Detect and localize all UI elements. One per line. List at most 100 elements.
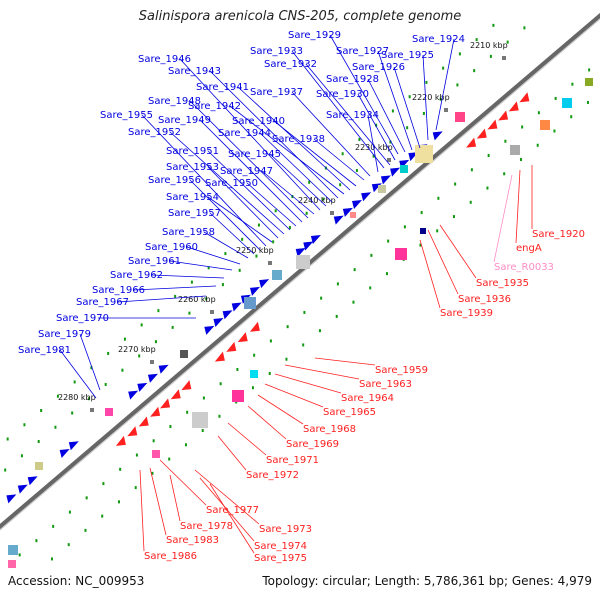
reverse-gene-arrow	[498, 110, 509, 121]
kbp-label: 2250 kbp	[236, 246, 274, 255]
tick-dot	[67, 543, 70, 547]
tick-row	[18, 68, 591, 557]
tick-dot	[235, 400, 238, 404]
tick-dot	[588, 68, 591, 72]
tick-dot	[135, 453, 138, 457]
forward-gene-label: Sare_1966	[92, 285, 145, 296]
forward-gene-label: Sare_1957	[168, 208, 221, 219]
forward-gene-label: Sare_1929	[288, 30, 341, 41]
reverse-gene-arrow	[138, 416, 149, 427]
forward-leader-line	[79, 333, 101, 391]
tick-dot	[519, 158, 522, 162]
forward-leader-line	[151, 274, 225, 279]
forward-gene-label: Sare_1927	[336, 46, 389, 57]
forward-gene-label: Sare_1951	[166, 146, 219, 157]
forward-gene-arrow	[68, 441, 79, 451]
gene-block	[296, 255, 310, 269]
forward-gene-arrow	[128, 390, 139, 400]
forward-leader-line	[207, 150, 291, 231]
forward-gene-arrow	[390, 167, 401, 177]
forward-gene-label: Sare_1934	[326, 110, 379, 121]
tick-dot	[171, 325, 174, 329]
reverse-gene-arrow	[249, 321, 260, 332]
forward-gene-label: Sare_1942	[188, 101, 241, 112]
forward-gene-arrow	[27, 476, 38, 486]
reverse-gene-label: Sare_1971	[266, 455, 319, 466]
forward-gene-label: Sare_1958	[162, 227, 215, 238]
kbp-label: 2280 kbp	[58, 393, 96, 402]
gene-block	[250, 370, 258, 378]
gene-block	[232, 390, 244, 402]
tick-dot	[117, 500, 120, 504]
forward-gene-label: Sare_1961	[128, 256, 181, 267]
tick-dot	[442, 66, 445, 70]
forward-gene-arrow	[303, 241, 314, 251]
reverse-gene-label: Sare_1972	[246, 470, 299, 481]
forward-gene-arrow	[213, 318, 224, 328]
tick-dot	[492, 23, 495, 27]
reverse-gene-label: Sare_1974	[254, 541, 307, 552]
tick-dot	[151, 471, 154, 475]
tick-dot	[288, 226, 291, 230]
reverse-leader-line	[139, 469, 145, 552]
reverse-gene-label: Sare_1964	[341, 393, 394, 404]
gene-block	[105, 408, 113, 416]
tick-dot	[571, 82, 574, 86]
reverse-gene-arrow	[181, 380, 192, 391]
tick-dot	[119, 467, 122, 471]
reverse-gene-label: Sare_1977	[206, 505, 259, 516]
tick-dot	[456, 83, 459, 87]
reverse-leader-line	[247, 405, 287, 440]
gene-block	[378, 185, 386, 193]
forward-gene-label: Sare_1930	[316, 89, 369, 100]
tick-dot	[84, 528, 87, 532]
gene-block	[35, 462, 43, 470]
forward-leader-line	[207, 196, 273, 243]
tick-dot	[536, 143, 539, 147]
tick-dot	[102, 482, 105, 486]
tick-dot	[205, 297, 208, 301]
tick-dot	[87, 397, 90, 401]
gene-block	[192, 412, 208, 428]
tick-dot	[54, 425, 57, 429]
reverse-leader-line	[427, 229, 459, 295]
tick-dot	[302, 343, 305, 347]
reverse-gene-arrow	[466, 137, 477, 148]
tick-dot	[4, 468, 7, 472]
forward-leader-line	[229, 105, 345, 195]
tick-dot	[475, 38, 478, 42]
forward-gene-arrow	[259, 279, 270, 289]
tick-dot	[20, 454, 23, 458]
reverse-gene-label: Sare_1973	[259, 524, 312, 535]
reverse-leader-line	[209, 483, 255, 554]
tick-dot	[107, 351, 110, 355]
tick-dot	[157, 309, 160, 313]
forward-gene-label: Sare_1956	[148, 175, 201, 186]
forward-leader-line	[117, 295, 207, 303]
tick-dot	[221, 283, 224, 287]
forward-gene-arrow	[352, 200, 363, 210]
reverse-leader-line	[493, 174, 513, 263]
reverse-gene-label: Sare_1968	[303, 424, 356, 435]
tick-dot	[420, 211, 423, 215]
gene-block	[510, 145, 520, 155]
tick-dot	[202, 396, 205, 400]
forward-gene-label: Sare_1924	[412, 34, 465, 45]
forward-leader-line	[179, 58, 321, 211]
gene-block	[415, 145, 433, 163]
reverse-gene-arrow	[170, 389, 181, 400]
reverse-leader-line	[199, 477, 255, 542]
forward-leader-line	[203, 231, 249, 259]
forward-leader-line	[367, 114, 379, 173]
gene-block	[244, 297, 256, 309]
reverse-gene-arrow	[150, 406, 161, 417]
reverse-leader-line	[314, 357, 376, 366]
reverse-gene-arrow	[115, 435, 126, 446]
forward-gene-arrow	[231, 302, 242, 312]
forward-leader-line	[273, 120, 357, 187]
tick-dot	[268, 371, 271, 375]
tick-dot	[537, 111, 540, 115]
forward-gene-label: Sare_1955	[100, 110, 153, 121]
tick-dot	[419, 243, 422, 247]
